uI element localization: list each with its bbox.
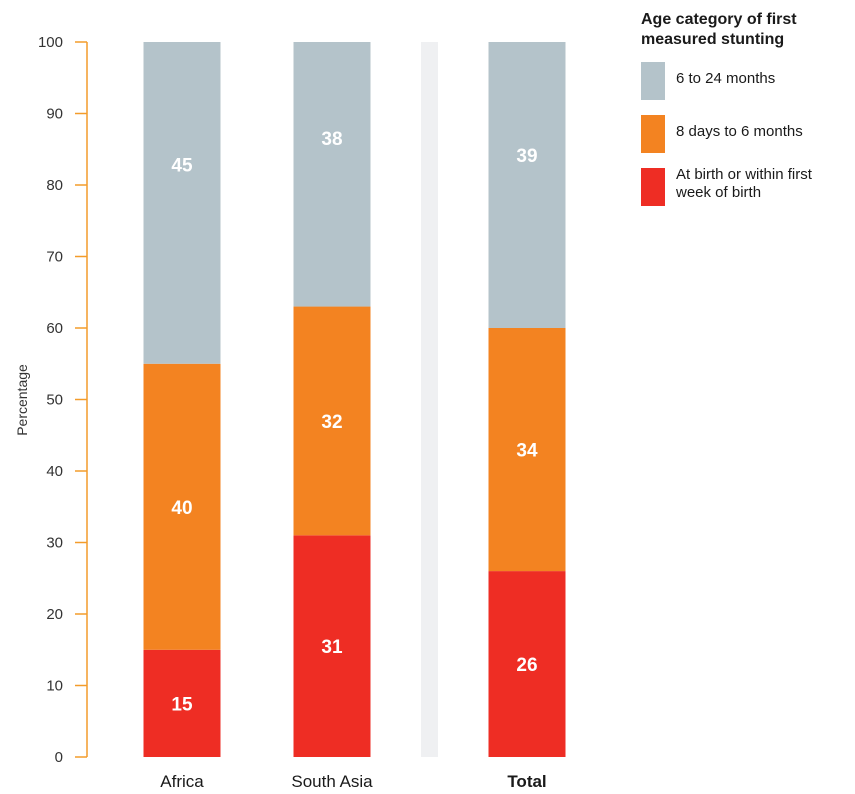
y-tick-label: 30 (46, 535, 63, 552)
y-tick-label: 100 (38, 34, 63, 51)
bar-segment (293, 535, 371, 757)
legend-label: At birth or within first week of birth (676, 166, 812, 201)
legend-item-6-to-24-months: 6 to 24 months (641, 62, 851, 100)
legend-item-at-birth: At birth or within first week of birth (641, 166, 851, 206)
legend-swatch (641, 168, 665, 206)
y-tick-label: 0 (55, 749, 63, 766)
legend-label: 8 days to 6 months (676, 123, 803, 140)
x-tick-label: South Asia (291, 772, 373, 791)
bar-segment (293, 306, 371, 536)
bar-segment (488, 42, 566, 328)
y-tick-label: 80 (46, 177, 63, 194)
legend-label: 6 to 24 months (676, 70, 776, 87)
bar-value-label: 15 (171, 694, 193, 715)
bar-segment (488, 571, 566, 757)
legend-title: Age category of first measured stunting (641, 11, 797, 48)
bar-value-label: 34 (516, 441, 538, 462)
legend-swatch (641, 115, 665, 153)
bar-value-label: 38 (321, 129, 342, 150)
y-tick-label: 50 (46, 392, 63, 409)
bar-segment (488, 328, 566, 572)
legend-swatch (641, 62, 665, 100)
y-tick-label: 40 (46, 463, 63, 480)
y-tick-label: 60 (46, 320, 63, 337)
y-axis-label: Percentage (14, 364, 30, 436)
legend: Age category of first measured stunting … (641, 10, 851, 221)
x-tick-label: Total (507, 772, 546, 791)
bars: 15 40 45 31 32 38 26 34 39 (143, 42, 566, 757)
bar-value-label: 31 (321, 637, 343, 658)
y-tick-label: 10 (46, 678, 63, 695)
bar-value-label: 45 (171, 155, 193, 176)
legend-item-8-days-to-6-months: 8 days to 6 months (641, 115, 851, 153)
y-axis: 0 10 20 30 40 50 60 70 80 90 100 (38, 34, 88, 766)
y-tick-label: 70 (46, 249, 63, 266)
y-tick-label: 90 (46, 106, 63, 123)
bar-segment (293, 42, 371, 307)
bar-segment (143, 363, 221, 650)
total-separator (421, 42, 438, 757)
x-axis-labels: Africa South Asia Total (160, 772, 546, 791)
x-tick-label: Africa (160, 772, 204, 791)
bar-segment (143, 649, 221, 757)
bar-value-label: 40 (171, 498, 192, 519)
bar-segment (143, 42, 221, 364)
bar-value-label: 39 (516, 146, 537, 167)
bar-value-label: 32 (321, 412, 342, 433)
y-tick-label: 20 (46, 606, 63, 623)
bar-value-label: 26 (516, 655, 537, 676)
